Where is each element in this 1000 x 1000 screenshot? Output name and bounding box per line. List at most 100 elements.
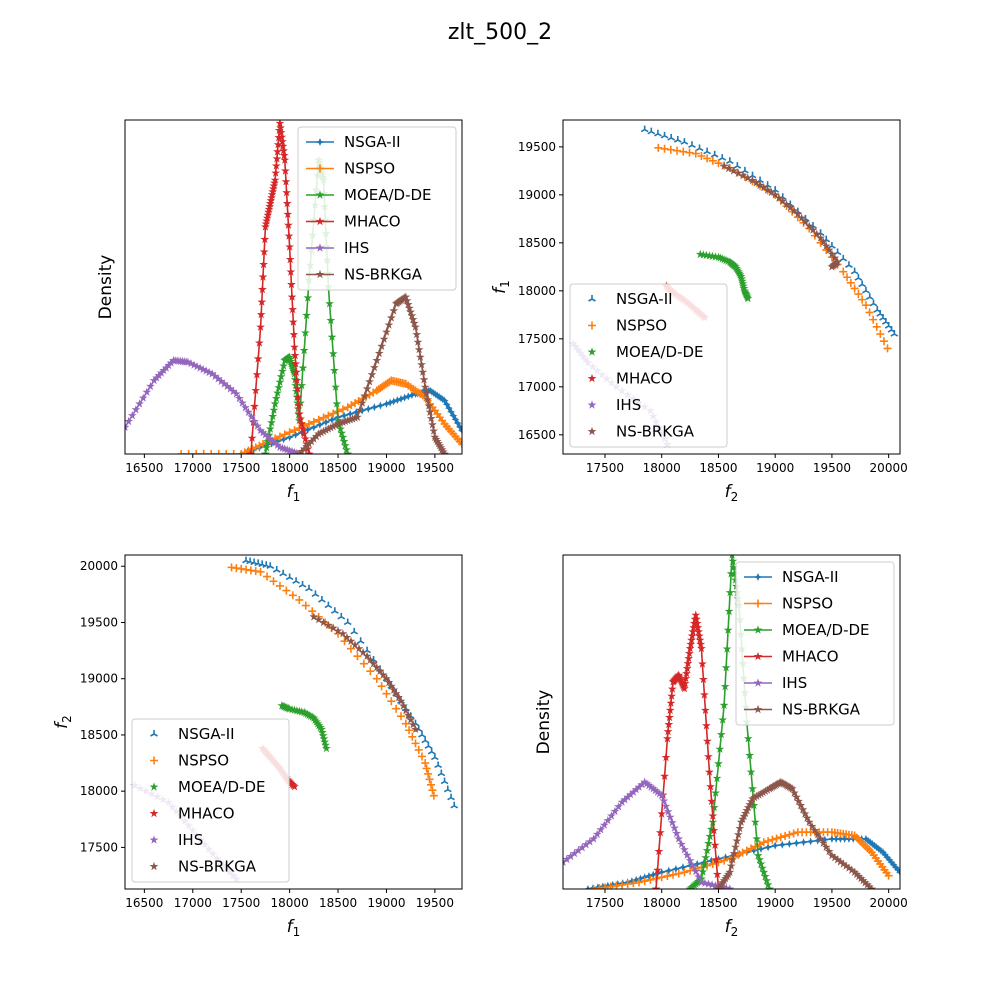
series-point (297, 419, 307, 428)
series-point (878, 848, 887, 857)
series-point (613, 879, 622, 888)
x-axis-label: f2 (725, 917, 739, 939)
data-point (697, 151, 706, 160)
series-point (632, 875, 641, 884)
series-point (792, 839, 801, 848)
data-point (311, 590, 320, 598)
series-point (850, 867, 859, 876)
series-point (263, 210, 273, 219)
legend-label: NSPSO (616, 317, 667, 335)
legend-label: IHS (344, 239, 369, 257)
legend-label: NSPSO (782, 595, 833, 613)
data-point (719, 161, 729, 170)
series-point (309, 423, 318, 432)
series-point (760, 871, 770, 881)
series-point (642, 779, 652, 788)
series-point (407, 311, 417, 320)
legend-label: NSGA-II (616, 290, 673, 308)
legend-entry-moea-d-de: MOEA/D-DE (587, 343, 704, 361)
data-point (767, 187, 776, 197)
series-point (583, 885, 592, 889)
series-point (451, 415, 460, 424)
series-point (705, 767, 714, 776)
series-point (695, 635, 705, 644)
data-point (830, 253, 840, 262)
series-point (297, 380, 307, 390)
series-point (720, 681, 730, 691)
series-point (595, 884, 604, 889)
series-point (687, 635, 696, 644)
x-tick-label: 17500 (222, 461, 260, 475)
series-ihs (125, 355, 304, 454)
data-point (391, 689, 401, 698)
series-point (796, 800, 806, 810)
series-point (299, 345, 309, 355)
series-point (219, 379, 229, 388)
series-point (270, 178, 279, 187)
data-point (869, 299, 878, 307)
series-point (589, 885, 598, 889)
data-point (845, 261, 853, 268)
legend-label: MOEA/D-DE (178, 778, 266, 796)
series-point (729, 848, 739, 858)
data-point (429, 791, 438, 800)
series-point (273, 388, 282, 397)
data-point (287, 779, 297, 789)
data-point (263, 572, 272, 581)
series-point (423, 395, 432, 404)
legend-frame (735, 561, 895, 726)
series-point (686, 639, 696, 649)
data-point (759, 183, 769, 192)
series-point (711, 881, 720, 889)
series-point (186, 359, 196, 368)
legend-marker (587, 426, 597, 436)
series-point (807, 821, 817, 831)
series-point (247, 412, 256, 421)
series-point (816, 834, 825, 843)
series-point (626, 790, 635, 799)
series-moea-d-de (695, 249, 753, 303)
data-point (330, 607, 339, 614)
data-point (309, 612, 319, 621)
series-point (282, 198, 292, 208)
series-point (866, 838, 875, 847)
data-point (660, 144, 669, 153)
series-point (716, 729, 726, 739)
series-point (693, 623, 703, 632)
series-point (264, 207, 273, 216)
series-point (691, 866, 701, 876)
chart-top-right: 17500 18000 18500 19000 19500 20000 16500 17000… (490, 119, 908, 504)
series-point (768, 835, 777, 844)
series-point (867, 884, 876, 889)
series-point (437, 445, 447, 454)
series-point (210, 371, 220, 381)
legend-label: MOEA/D-DE (616, 343, 704, 361)
series-point (824, 846, 834, 856)
data-point (289, 780, 298, 790)
series-point (726, 569, 736, 578)
series-point (198, 364, 208, 374)
series-point (299, 444, 309, 453)
series-point (267, 418, 276, 427)
series-point (261, 430, 270, 439)
series-point (682, 850, 692, 859)
x-tick-label: 19000 (756, 461, 794, 475)
series-point (836, 857, 845, 866)
series-point (709, 825, 719, 835)
legend-marker (753, 625, 763, 634)
series-mhaco (651, 610, 723, 889)
series-point (603, 815, 613, 825)
series-point (339, 436, 349, 446)
data-point (320, 737, 330, 746)
series-point (841, 861, 851, 870)
series-point (661, 752, 671, 762)
series-point (702, 846, 712, 855)
series-point (321, 418, 330, 427)
legend-entry-ns-brkga: NS-BRKGA (306, 266, 423, 284)
series-point (297, 446, 307, 454)
series-point (404, 392, 413, 401)
series-point (159, 365, 169, 375)
series-point (697, 643, 706, 653)
data-point (738, 171, 748, 180)
series-point (755, 855, 764, 864)
